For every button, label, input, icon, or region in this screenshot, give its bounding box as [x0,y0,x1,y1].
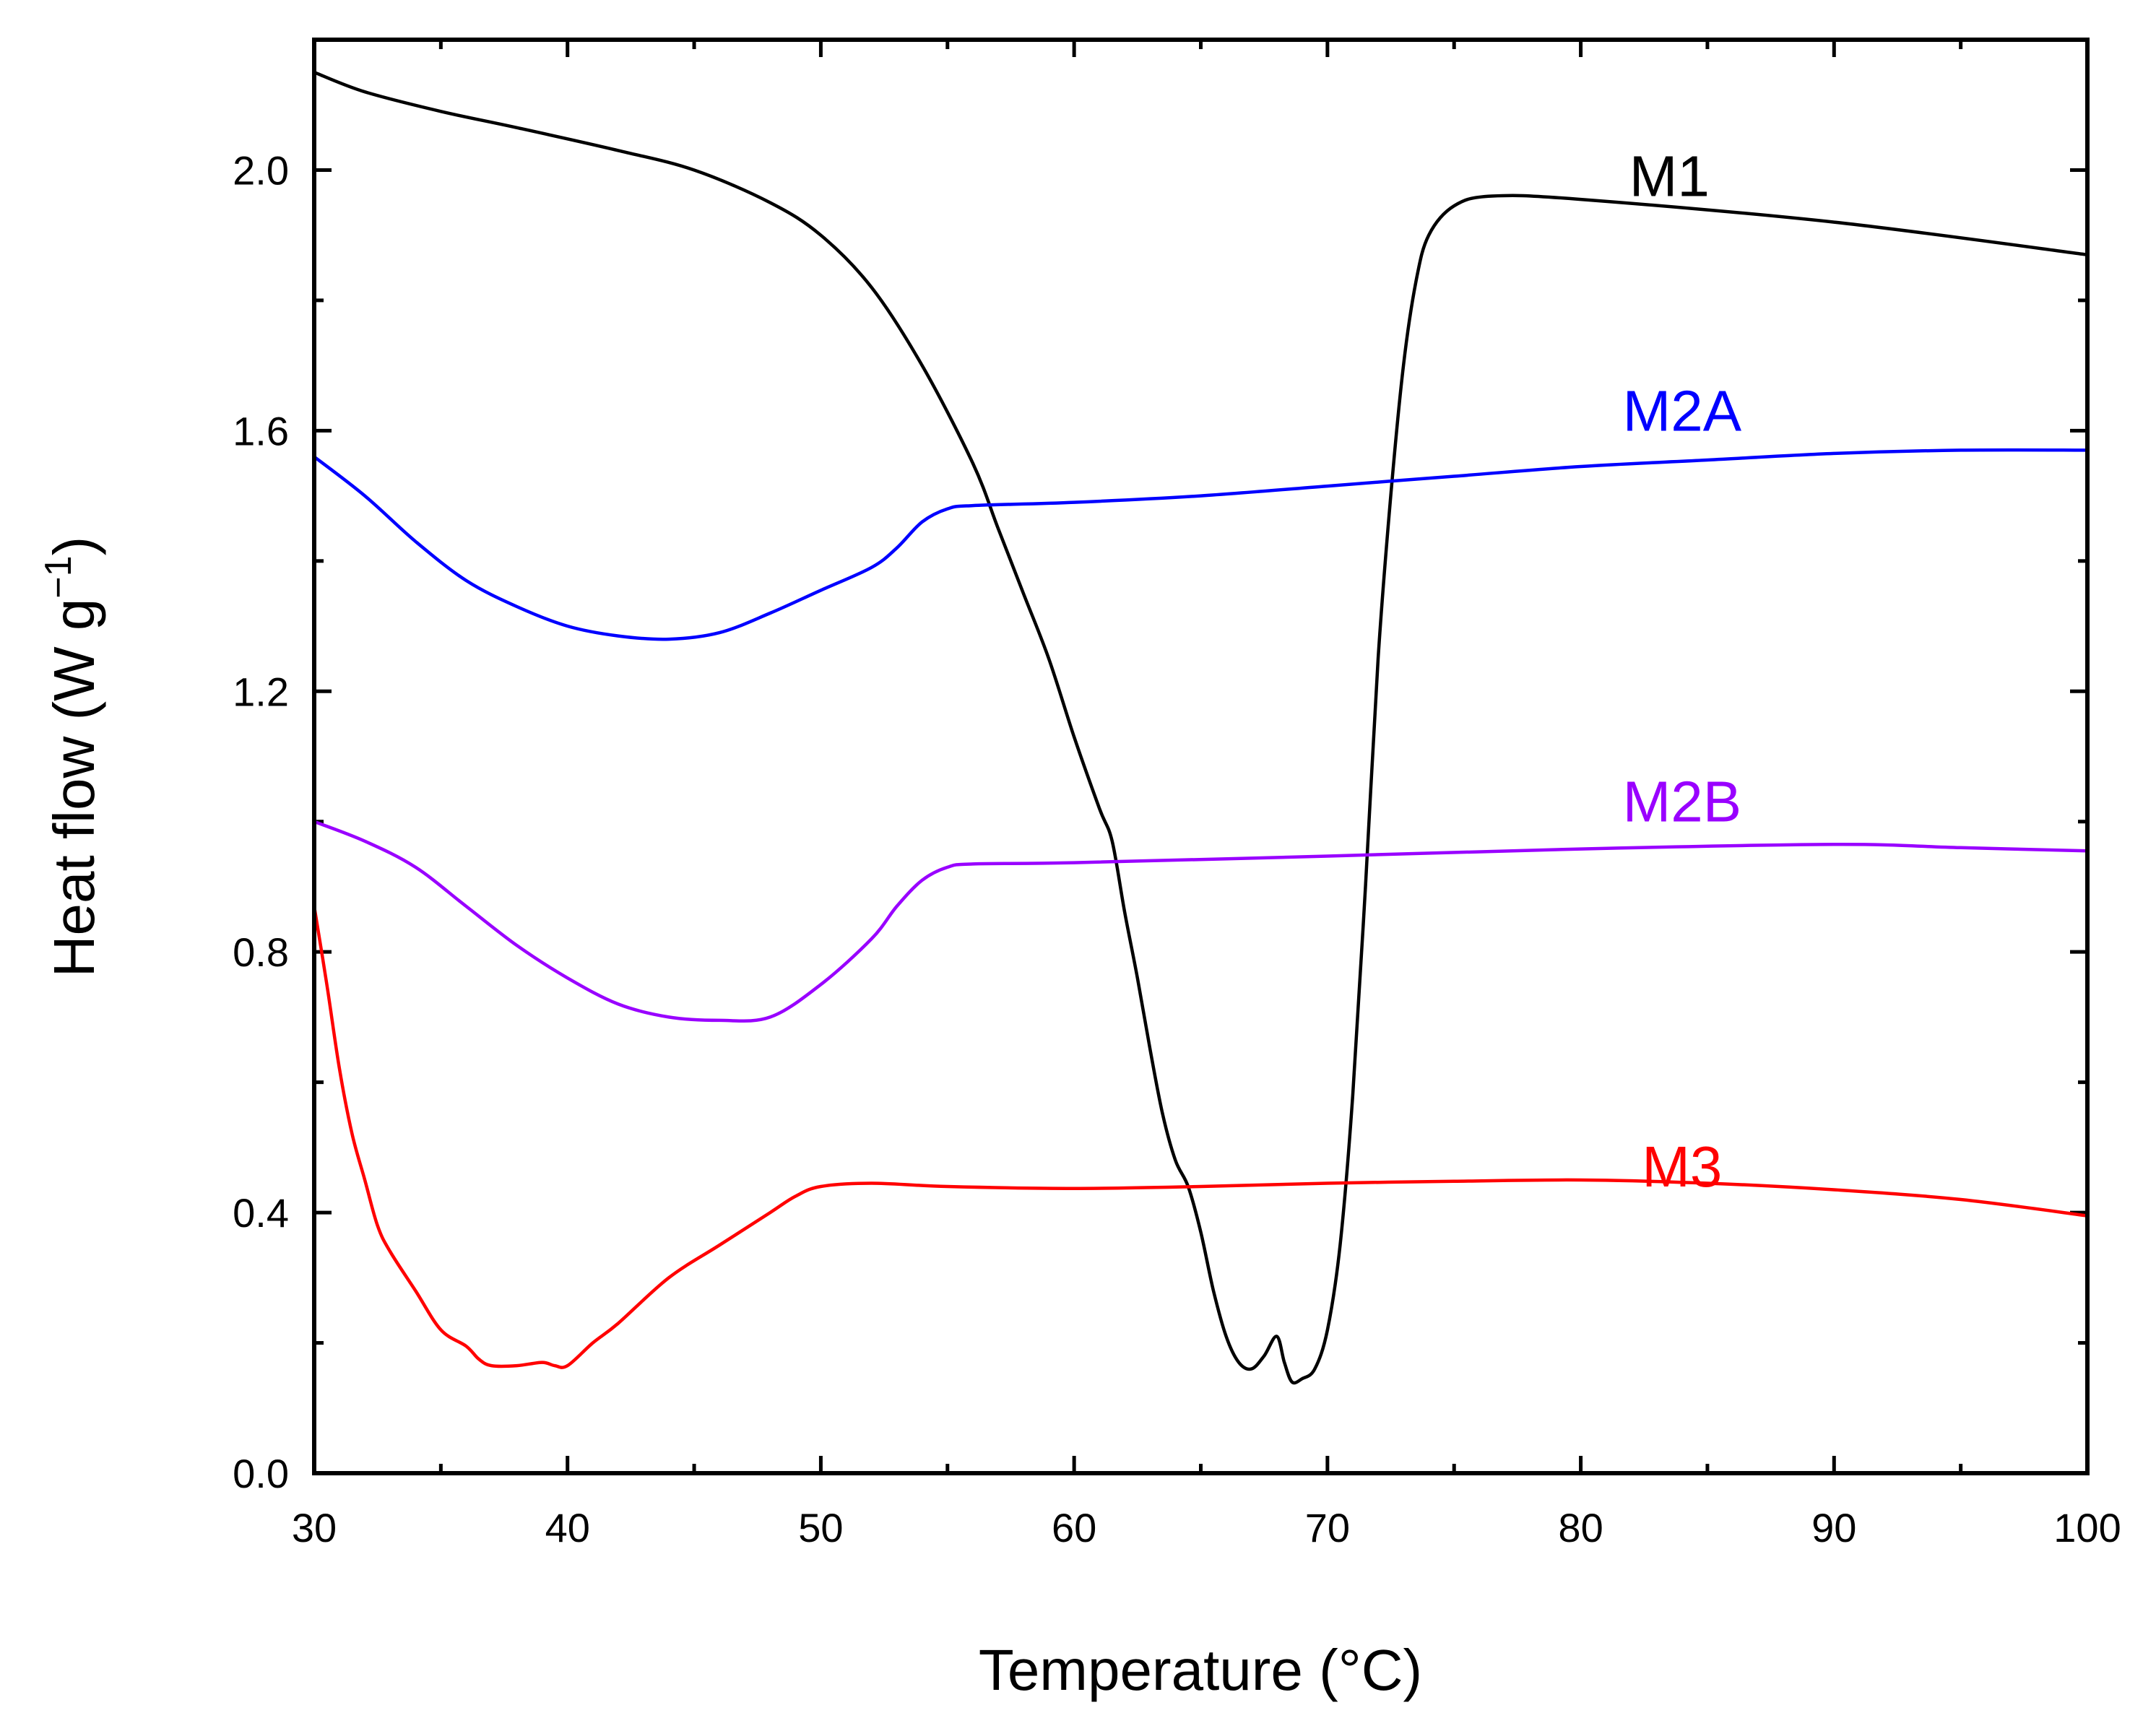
series-line-m2a [312,448,2090,641]
plot-frame [312,38,2090,1475]
x-tick-label: 50 [798,1505,843,1550]
y-axis-title: Heat flow (W g−1) [38,537,106,978]
y-tick-label: 0.8 [233,929,289,975]
y-axis-title-close: ) [42,537,106,556]
y-tick-label: 1.6 [233,408,289,454]
series-label-m2b: M2B [1623,770,1742,834]
x-tick-label: 100 [2053,1505,2121,1550]
series-label-m1: M1 [1629,144,1710,209]
series-label-m3: M3 [1642,1135,1722,1199]
y-tick-label: 1.2 [233,669,289,714]
series-label-m2a: M2A [1623,378,1742,443]
series-line-m2b [312,820,2090,1023]
x-tick-label: 90 [1811,1505,1856,1550]
y-axis-title-superscript: −1 [38,555,79,598]
series-labels: M1 M2A M2B M3 [1623,144,1742,1199]
series-layer [312,70,2090,1385]
series-line-m3 [312,904,2090,1369]
x-tick-label: 40 [545,1505,590,1550]
x-tick-label: 30 [292,1505,337,1550]
x-tick-label: 70 [1305,1505,1350,1550]
y-tick-label: 0.0 [233,1451,289,1496]
x-tick-label: 80 [1558,1505,1603,1550]
y-axis-title-main: Heat flow (W g [42,599,106,978]
y-tick-label: 0.4 [233,1190,289,1236]
x-axis-title: Temperature (°C) [979,1638,1422,1702]
tick-labels: 30 40 50 60 70 80 90 100 0.0 0.4 0.8 1.2 1.6 2.0 [233,147,2121,1550]
x-tick-label: 60 [1052,1505,1096,1550]
axis-ticks [312,38,2090,1475]
series-line-m1 [312,70,2090,1385]
y-tick-label: 2.0 [233,147,289,193]
